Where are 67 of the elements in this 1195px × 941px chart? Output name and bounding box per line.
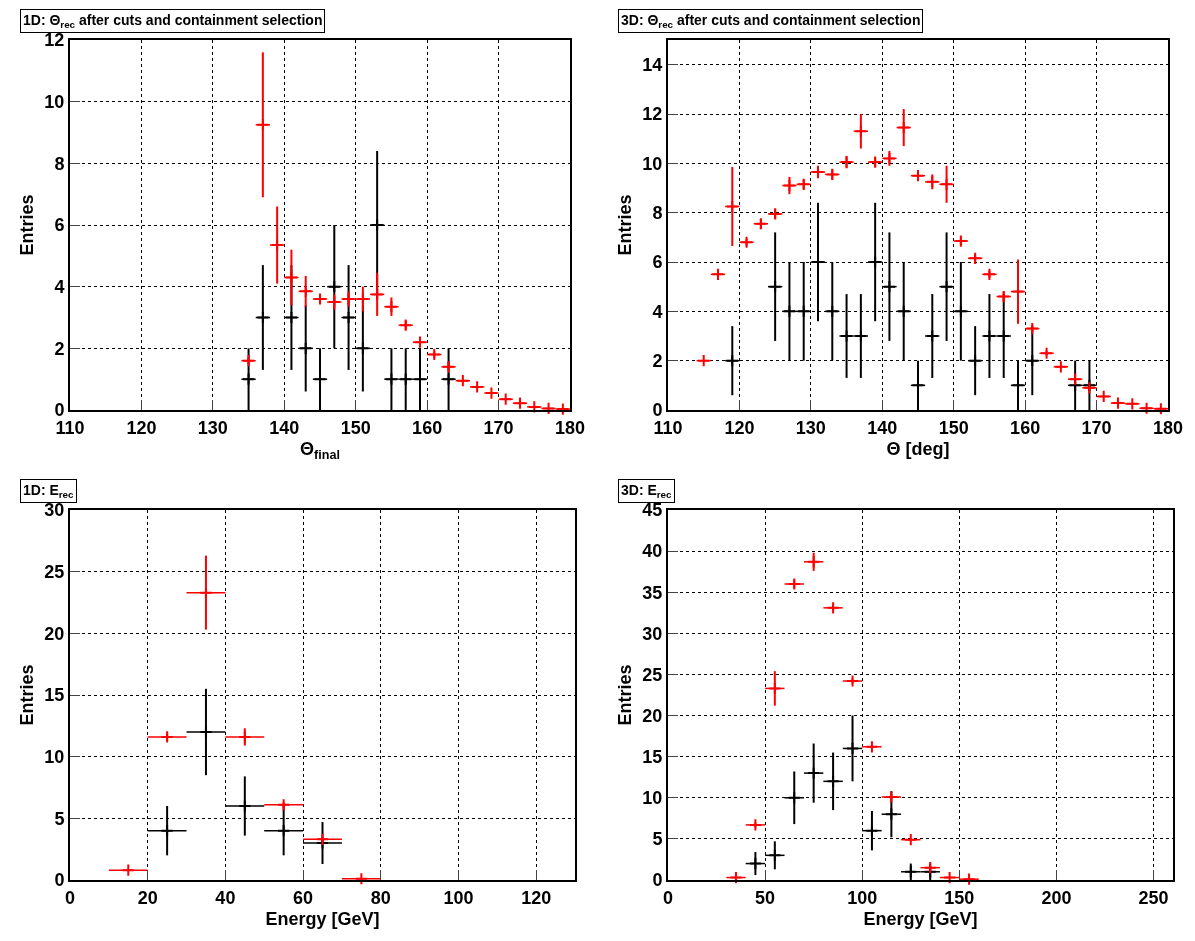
- x-tick-label: 170: [1081, 417, 1112, 438]
- y-tick-label: 25: [44, 561, 65, 582]
- y-tick-label: 6: [652, 252, 663, 273]
- y-tick-label: 0: [652, 870, 663, 891]
- x-tick-label: 150: [938, 417, 969, 438]
- x-tick-label: 100: [847, 887, 878, 908]
- y-tick-label: 15: [44, 685, 65, 706]
- y-tick-label: 10: [44, 746, 65, 767]
- x-tick-label: 40: [215, 887, 236, 908]
- y-axis-title: Entries: [615, 664, 636, 726]
- chart-title: 3D: E$_{rec}$: [621, 482, 673, 500]
- x-tick-label: 140: [269, 417, 300, 438]
- y-tick-label: 0: [54, 870, 65, 891]
- x-tick-label: 120: [724, 417, 755, 438]
- y-tick-label: 35: [642, 582, 663, 603]
- y-tick-label: 5: [652, 829, 663, 850]
- x-axis-title: Energy [GeV]: [863, 909, 978, 930]
- x-tick-label: 170: [483, 417, 514, 438]
- y-tick-label: 10: [44, 91, 65, 112]
- x-tick-label: 50: [755, 887, 776, 908]
- y-tick-label: 8: [652, 202, 663, 223]
- y-tick-label: 6: [54, 215, 65, 236]
- x-tick-label: 120: [126, 417, 157, 438]
- y-tick-label: 10: [642, 788, 663, 809]
- x-tick-label: 120: [521, 887, 552, 908]
- y-tick-label: 45: [642, 500, 663, 521]
- x-tick-label: 180: [554, 417, 586, 438]
- y-axis-title: Entries: [17, 664, 38, 726]
- x-tick-label: 200: [1041, 887, 1072, 908]
- y-tick-label: 20: [44, 623, 65, 644]
- x-axis-title: Energy [GeV]: [265, 909, 380, 930]
- chart-title: 1D: Θ$_{rec}$ after cuts and containment selection: [23, 12, 323, 30]
- y-tick-label: 20: [642, 705, 663, 726]
- y-tick-label: 8: [54, 153, 65, 174]
- x-tick-label: 130: [795, 417, 826, 438]
- x-tick-label: 20: [137, 887, 158, 908]
- x-tick-label: 180: [1152, 417, 1184, 438]
- x-tick-label: 150: [340, 417, 371, 438]
- x-tick-label: 100: [443, 887, 474, 908]
- x-tick-label: 140: [867, 417, 898, 438]
- x-tick-label: 80: [370, 887, 391, 908]
- y-axis-title: Entries: [615, 194, 636, 256]
- y-tick-label: 30: [44, 500, 65, 521]
- x-tick-label: 60: [293, 887, 314, 908]
- x-axis-title: Θ$_{final}$: [300, 439, 340, 462]
- y-tick-label: 2: [652, 350, 663, 371]
- y-tick-label: 2: [54, 338, 65, 359]
- y-tick-label: 12: [642, 104, 663, 125]
- y-tick-label: 10: [642, 153, 663, 174]
- y-tick-label: 12: [44, 30, 65, 51]
- chart-title: 3D: Θ$_{rec}$ after cuts and containment selection: [621, 12, 921, 30]
- y-tick-label: 14: [642, 54, 663, 75]
- x-tick-label: 250: [1138, 887, 1169, 908]
- x-axis-title: Θ [deg]: [886, 439, 950, 460]
- y-tick-label: 4: [54, 276, 65, 297]
- y-axis-title: Entries: [17, 194, 38, 256]
- y-tick-label: 4: [652, 301, 663, 322]
- y-tick-label: 25: [642, 664, 663, 685]
- y-tick-label: 30: [642, 623, 663, 644]
- x-tick-label: 130: [197, 417, 228, 438]
- y-tick-label: 15: [642, 746, 663, 767]
- chart-title: 1D: E$_{rec}$: [23, 482, 75, 500]
- x-tick-label: 160: [1010, 417, 1041, 438]
- x-tick-label: 150: [944, 887, 975, 908]
- x-tick-label: 160: [412, 417, 443, 438]
- y-tick-label: 40: [642, 541, 663, 562]
- y-tick-label: 5: [54, 808, 65, 829]
